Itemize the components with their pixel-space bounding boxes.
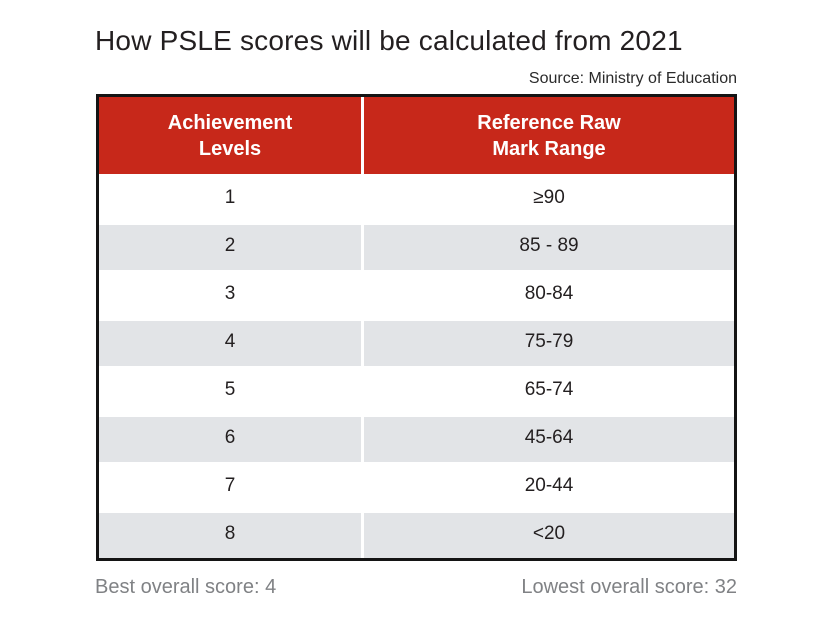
table-row: 4 75-79: [99, 318, 734, 366]
mark-range-cell: 20-44: [364, 462, 734, 510]
header-mark-range: Reference Raw Mark Range: [364, 97, 734, 174]
achievement-level-cell: 8: [99, 510, 361, 558]
achievement-level-cell: 5: [99, 366, 361, 414]
mark-range-cell: 65-74: [364, 366, 734, 414]
table-row: 1 ≥90: [99, 174, 734, 222]
psle-score-table: Achievement Levels Reference Raw Mark Ra…: [96, 94, 737, 561]
mark-range-cell: 80-84: [364, 270, 734, 318]
achievement-level-cell: 7: [99, 462, 361, 510]
table-row: 8 <20: [99, 510, 734, 558]
mark-range-cell: 45-64: [364, 414, 734, 462]
column-divider: [361, 414, 364, 462]
column-divider: [361, 318, 364, 366]
table-row: 3 80-84: [99, 270, 734, 318]
header-mark-range-line2: Mark Range: [492, 137, 606, 160]
table-row: 2 85 - 89: [99, 222, 734, 270]
source-attribution: Source: Ministry of Education: [528, 70, 737, 87]
page-title: How PSLE scores will be calculated from …: [95, 25, 683, 56]
column-divider: [361, 222, 364, 270]
table-row: 6 45-64: [99, 414, 734, 462]
column-divider: [361, 510, 364, 558]
achievement-level-cell: 1: [99, 174, 361, 222]
column-divider: [361, 97, 364, 174]
mark-range-cell: <20: [364, 510, 734, 558]
table-row: 7 20-44: [99, 462, 734, 510]
lowest-overall-score-note: Lowest overall score: 32: [521, 576, 737, 598]
header-achievement-line2: Levels: [198, 137, 262, 160]
achievement-level-cell: 3: [99, 270, 361, 318]
best-overall-score-note: Best overall score: 4: [95, 576, 277, 598]
achievement-level-cell: 2: [99, 222, 361, 270]
mark-range-cell: 85 - 89: [364, 222, 734, 270]
footer-notes: Best overall score: 4 Lowest overall sco…: [95, 576, 737, 599]
header-achievement-line1: Achievement: [167, 111, 293, 134]
column-divider: [361, 366, 364, 414]
table-header-row: Achievement Levels Reference Raw Mark Ra…: [99, 97, 734, 174]
header-achievement-levels: Achievement Levels: [99, 97, 361, 174]
table-row: 5 65-74: [99, 366, 734, 414]
column-divider: [361, 174, 364, 222]
header-mark-range-line1: Reference Raw: [477, 111, 621, 134]
column-divider: [361, 270, 364, 318]
column-divider: [361, 462, 364, 510]
mark-range-cell: 75-79: [364, 318, 734, 366]
mark-range-cell: ≥90: [364, 174, 734, 222]
achievement-level-cell: 6: [99, 414, 361, 462]
achievement-level-cell: 4: [99, 318, 361, 366]
